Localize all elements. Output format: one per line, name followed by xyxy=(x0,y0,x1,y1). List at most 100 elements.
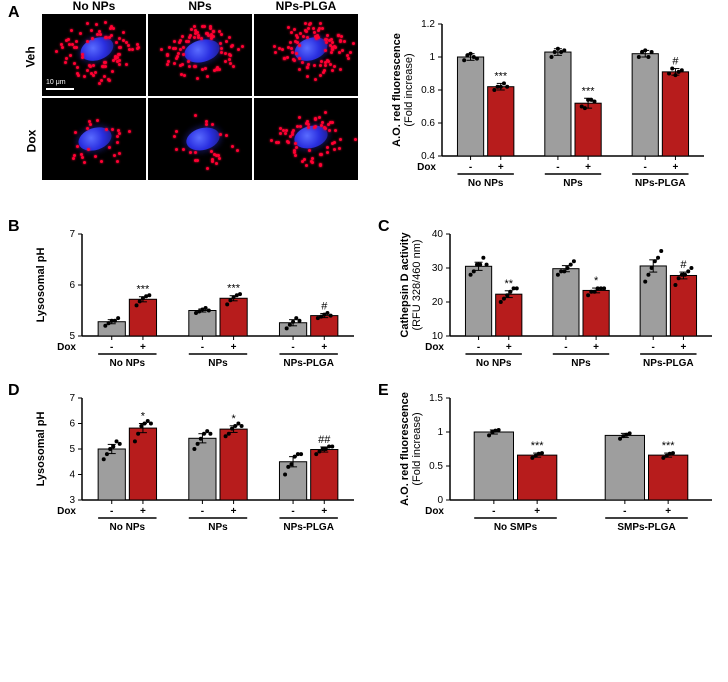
micro-row-header-0: Veh xyxy=(24,46,38,67)
svg-text:No NPs: No NPs xyxy=(110,358,146,369)
svg-text:1: 1 xyxy=(429,52,435,63)
svg-text:-: - xyxy=(201,506,204,517)
svg-text:+: + xyxy=(673,162,679,173)
panel-letter-b: B xyxy=(8,218,20,236)
svg-text:No NPs: No NPs xyxy=(476,358,512,369)
micro-col-header-1: NPs xyxy=(148,0,252,13)
svg-text:0.5: 0.5 xyxy=(429,461,443,472)
svg-text:NPs-PLGA: NPs-PLGA xyxy=(643,358,694,369)
svg-text:Dox: Dox xyxy=(425,506,444,517)
svg-text:-: - xyxy=(291,342,294,353)
svg-text:6: 6 xyxy=(69,280,75,291)
svg-text:7: 7 xyxy=(69,393,75,404)
micro-cell xyxy=(148,98,252,180)
svg-text:***: *** xyxy=(137,284,151,296)
svg-text:1.5: 1.5 xyxy=(429,393,443,404)
svg-text:#: # xyxy=(680,259,687,271)
svg-text:NPs: NPs xyxy=(563,178,583,189)
svg-text:+: + xyxy=(498,162,504,173)
svg-text:-: - xyxy=(110,506,113,517)
svg-text:+: + xyxy=(140,342,146,353)
svg-text:NPs-PLGA: NPs-PLGA xyxy=(283,358,334,369)
svg-text:+: + xyxy=(585,162,591,173)
panel-letter-d: D xyxy=(8,382,20,400)
svg-text:+: + xyxy=(140,506,146,517)
svg-text:No NPs: No NPs xyxy=(110,522,146,533)
chart-c: 10203040Cathepsin D activity(RFU 328/460… xyxy=(398,224,718,374)
svg-text:##: ## xyxy=(318,434,331,446)
svg-text:+: + xyxy=(321,506,327,517)
svg-text:*: * xyxy=(594,275,599,287)
svg-text:SMPs-PLGA: SMPs-PLGA xyxy=(617,522,675,533)
svg-text:6: 6 xyxy=(69,419,75,430)
svg-text:-: - xyxy=(469,162,472,173)
svg-text:+: + xyxy=(506,342,512,353)
svg-text:(Fold increase): (Fold increase) xyxy=(403,53,415,126)
svg-text:0.4: 0.4 xyxy=(421,151,435,162)
svg-text:-: - xyxy=(110,342,113,353)
micro-cell xyxy=(148,14,252,96)
svg-text:1: 1 xyxy=(437,427,443,438)
chart-a: 0.40.60.811.2A.O. red fluorescence(Fold … xyxy=(390,14,710,194)
svg-text:5: 5 xyxy=(69,444,75,455)
svg-text:**: ** xyxy=(504,278,513,290)
svg-text:4: 4 xyxy=(69,470,75,481)
svg-text:***: *** xyxy=(662,440,676,452)
chart-d: 34567Lysosomal pH-*+-*+-##+DoxNo NPsNPsN… xyxy=(30,388,360,538)
svg-text:-: - xyxy=(556,162,559,173)
svg-text:A.O. red fluorescence: A.O. red fluorescence xyxy=(399,392,411,506)
svg-text:Dox: Dox xyxy=(417,162,436,173)
svg-text:Dox: Dox xyxy=(57,342,76,353)
svg-text:#: # xyxy=(672,56,679,68)
svg-text:7: 7 xyxy=(69,229,75,240)
svg-text:*: * xyxy=(141,411,146,423)
svg-text:***: *** xyxy=(582,85,596,97)
svg-text:A.O. red fluorescence: A.O. red fluorescence xyxy=(391,33,403,147)
svg-text:-: - xyxy=(477,342,480,353)
svg-text:No SMPs: No SMPs xyxy=(494,522,538,533)
svg-text:*: * xyxy=(231,413,236,425)
svg-text:***: *** xyxy=(531,440,545,452)
svg-text:NPs-PLGA: NPs-PLGA xyxy=(283,522,334,533)
svg-text:Lysosomal pH: Lysosomal pH xyxy=(35,412,47,487)
svg-text:1.2: 1.2 xyxy=(421,19,435,30)
svg-text:-: - xyxy=(291,506,294,517)
svg-text:10: 10 xyxy=(432,331,444,342)
svg-text:+: + xyxy=(231,342,237,353)
svg-text:+: + xyxy=(231,506,237,517)
svg-text:Dox: Dox xyxy=(425,342,444,353)
chart-e: 0 0.5 1 1.5 A.O. red fluorescence(Fold incre… xyxy=(398,388,718,538)
svg-text:NPs: NPs xyxy=(571,358,591,369)
micro-col-header-2: NPs-PLGA xyxy=(254,0,358,13)
panel-letter-a: A xyxy=(8,4,20,22)
svg-text:-: - xyxy=(492,506,495,517)
micro-row-header-1: Dox xyxy=(24,130,38,153)
chart-b: 567Lysosomal pH-***+-***+-#+DoxNo NPsNPs… xyxy=(30,224,360,374)
micro-col-header-0: No NPs xyxy=(42,0,146,13)
svg-text:NPs-PLGA: NPs-PLGA xyxy=(635,178,686,189)
svg-text:NPs: NPs xyxy=(208,358,228,369)
panel-letter-e: E xyxy=(378,382,389,400)
svg-text:Dox: Dox xyxy=(57,506,76,517)
svg-text:30: 30 xyxy=(432,263,444,274)
svg-text:+: + xyxy=(681,342,687,353)
svg-text:0: 0 xyxy=(437,495,443,506)
svg-text:5: 5 xyxy=(69,331,75,342)
micro-grid: 10 μm xyxy=(42,14,358,180)
svg-text:-: - xyxy=(201,342,204,353)
svg-text:-: - xyxy=(564,342,567,353)
svg-text:40: 40 xyxy=(432,229,444,240)
svg-text:-: - xyxy=(623,506,626,517)
svg-text:-: - xyxy=(644,162,647,173)
svg-text:***: *** xyxy=(227,283,241,295)
svg-text:NPs: NPs xyxy=(208,522,228,533)
svg-text:+: + xyxy=(321,342,327,353)
svg-text:0.6: 0.6 xyxy=(421,118,435,129)
svg-text:Lysosomal pH: Lysosomal pH xyxy=(35,248,47,323)
svg-text:***: *** xyxy=(494,70,508,82)
svg-text:+: + xyxy=(534,506,540,517)
micro-cell xyxy=(254,98,358,180)
svg-text:+: + xyxy=(593,342,599,353)
svg-text:(Fold increase): (Fold increase) xyxy=(411,412,423,485)
micro-cell: 10 μm xyxy=(42,14,146,96)
